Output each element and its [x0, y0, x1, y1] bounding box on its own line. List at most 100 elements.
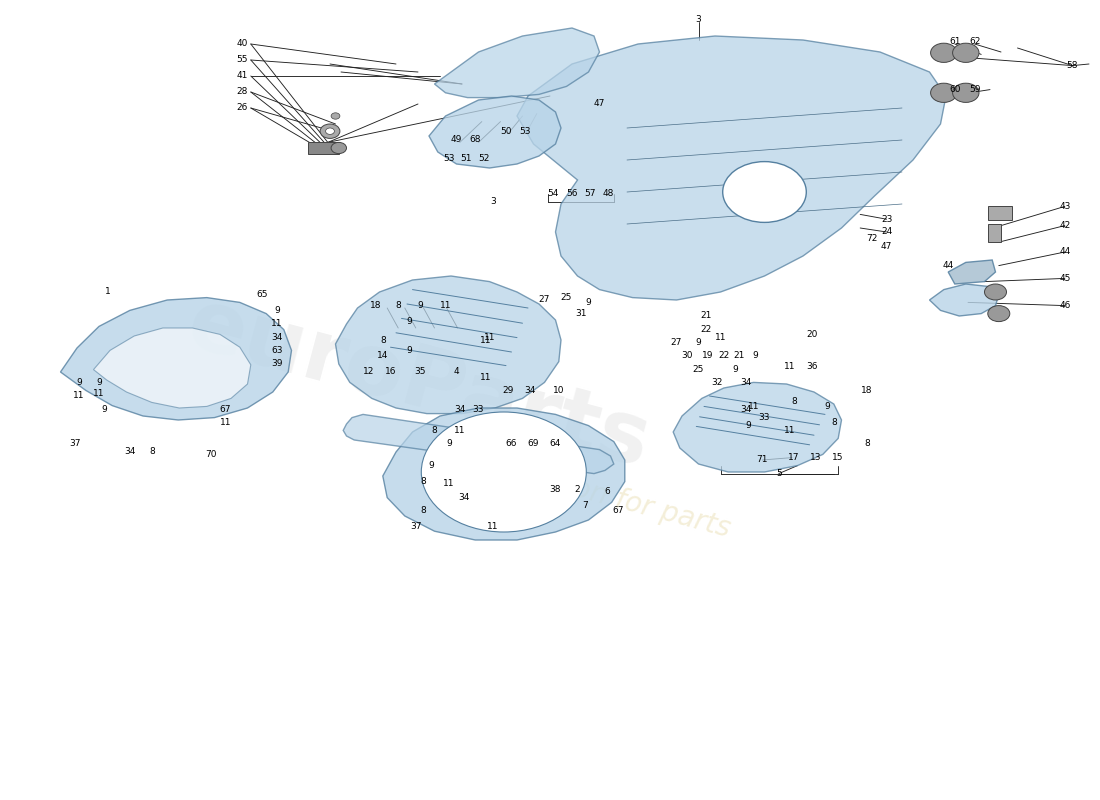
Text: 8: 8: [420, 477, 427, 486]
Text: 11: 11: [715, 333, 726, 342]
Text: 35: 35: [415, 367, 426, 377]
Bar: [308, 142, 339, 154]
Text: 8: 8: [420, 506, 427, 515]
Text: 15: 15: [833, 453, 844, 462]
Text: 11: 11: [454, 426, 465, 435]
Text: 68: 68: [470, 135, 481, 145]
Text: 8: 8: [864, 439, 870, 449]
Text: 53: 53: [519, 126, 530, 136]
Text: 9: 9: [76, 378, 82, 387]
Text: 1: 1: [104, 287, 111, 297]
Text: 45: 45: [1059, 274, 1070, 283]
Text: 27: 27: [539, 295, 550, 305]
Text: 44: 44: [1059, 247, 1070, 257]
Circle shape: [953, 83, 979, 102]
Text: 66: 66: [506, 439, 517, 449]
Text: 20: 20: [806, 330, 817, 339]
Text: 9: 9: [446, 439, 452, 449]
Text: 3: 3: [490, 197, 496, 206]
Text: 13: 13: [811, 453, 822, 462]
Text: euroParts: euroParts: [177, 282, 659, 486]
Text: 11: 11: [748, 402, 759, 411]
Polygon shape: [429, 96, 561, 168]
Text: 38: 38: [550, 485, 561, 494]
Text: 9: 9: [695, 338, 702, 347]
Text: 4: 4: [453, 367, 460, 377]
Text: 11: 11: [481, 335, 492, 345]
Polygon shape: [930, 284, 999, 316]
Text: 11: 11: [272, 319, 283, 329]
Text: 11: 11: [784, 426, 795, 435]
Text: 34: 34: [740, 378, 751, 387]
Text: 34: 34: [272, 333, 283, 342]
Text: 44: 44: [943, 261, 954, 270]
Text: 34: 34: [740, 405, 751, 414]
Text: 41: 41: [236, 71, 248, 81]
Text: 32: 32: [712, 378, 723, 387]
Text: 11: 11: [94, 389, 104, 398]
Polygon shape: [383, 408, 625, 540]
Circle shape: [931, 83, 957, 102]
Circle shape: [331, 142, 346, 154]
Polygon shape: [948, 260, 996, 284]
Text: 8: 8: [395, 301, 402, 310]
Text: 51: 51: [461, 154, 472, 163]
Circle shape: [331, 113, 340, 119]
Text: 36: 36: [806, 362, 817, 371]
Text: 62: 62: [969, 37, 980, 46]
Text: 50: 50: [500, 126, 512, 136]
Text: 8: 8: [431, 426, 438, 435]
Bar: [988, 206, 1012, 220]
Circle shape: [421, 412, 586, 532]
Text: 24: 24: [881, 227, 892, 237]
Text: 34: 34: [124, 447, 135, 457]
Text: 9: 9: [585, 298, 592, 307]
Text: 30: 30: [682, 351, 693, 361]
Text: 55: 55: [236, 55, 248, 65]
Text: 26: 26: [236, 103, 248, 113]
Text: 39: 39: [272, 359, 283, 369]
Text: 18: 18: [861, 386, 872, 395]
Circle shape: [723, 162, 806, 222]
Text: 72: 72: [867, 234, 878, 243]
Text: 69: 69: [528, 439, 539, 449]
Text: 17: 17: [789, 453, 800, 462]
Text: 9: 9: [732, 365, 738, 374]
Text: 49: 49: [451, 135, 462, 145]
Text: 9: 9: [101, 405, 108, 414]
Polygon shape: [673, 382, 842, 472]
Text: 40: 40: [236, 39, 248, 49]
Text: 61: 61: [949, 37, 960, 46]
Text: 11: 11: [481, 373, 492, 382]
Text: 8: 8: [830, 418, 837, 427]
Circle shape: [326, 128, 334, 134]
Text: 56: 56: [566, 189, 578, 198]
Text: 31: 31: [575, 309, 586, 318]
Text: 9: 9: [752, 351, 759, 361]
Text: 11: 11: [74, 391, 85, 401]
Polygon shape: [343, 414, 614, 474]
Text: 11: 11: [484, 333, 495, 342]
Text: 3: 3: [695, 15, 702, 25]
Text: a passion for parts: a passion for parts: [476, 449, 734, 543]
Text: 11: 11: [220, 418, 231, 427]
Text: 52: 52: [478, 154, 490, 163]
Bar: [988, 224, 1001, 242]
Text: 33: 33: [759, 413, 770, 422]
Text: 29: 29: [503, 386, 514, 395]
Text: 57: 57: [584, 189, 595, 198]
Text: 16: 16: [385, 367, 396, 377]
Text: 48: 48: [603, 189, 614, 198]
Text: 37: 37: [69, 439, 80, 449]
Text: 47: 47: [594, 99, 605, 109]
Circle shape: [984, 284, 1006, 300]
Polygon shape: [60, 298, 292, 420]
Text: 59: 59: [969, 85, 980, 94]
Text: 6: 6: [604, 487, 611, 497]
Text: 8: 8: [148, 447, 155, 457]
Circle shape: [953, 43, 979, 62]
Text: 25: 25: [561, 293, 572, 302]
Text: 5: 5: [776, 469, 782, 478]
Circle shape: [988, 306, 1010, 322]
Text: 27: 27: [671, 338, 682, 347]
